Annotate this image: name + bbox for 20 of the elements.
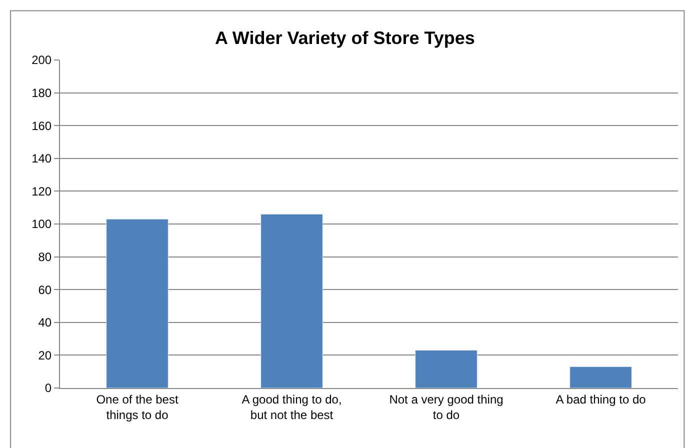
y-tick-label: 80 <box>38 250 52 264</box>
bar <box>260 214 323 388</box>
y-tick-label: 180 <box>32 86 52 100</box>
y-tick-label: 20 <box>38 348 52 362</box>
y-tick-label: 200 <box>32 53 52 68</box>
x-tick-label: One of the best things to do <box>96 392 179 422</box>
y-tick-label: 0 <box>44 381 52 396</box>
x-tick-label: Not a very good thing to do <box>389 392 504 422</box>
bar <box>415 350 478 388</box>
y-tick-label: 60 <box>38 282 52 297</box>
y-tick-label: 160 <box>32 118 52 133</box>
bar <box>570 366 632 388</box>
y-tick-label: 100 <box>32 217 52 232</box>
chart-title: A Wider Variety of Store Types <box>215 28 475 48</box>
y-tick-label: 140 <box>32 152 52 166</box>
y-tick-label: 40 <box>38 316 52 330</box>
bar <box>106 218 168 388</box>
x-tick-label: A good thing to do, but not the best <box>242 392 342 422</box>
y-tick-label: 120 <box>32 184 52 198</box>
x-tick-label: A bad thing to do <box>556 392 646 406</box>
